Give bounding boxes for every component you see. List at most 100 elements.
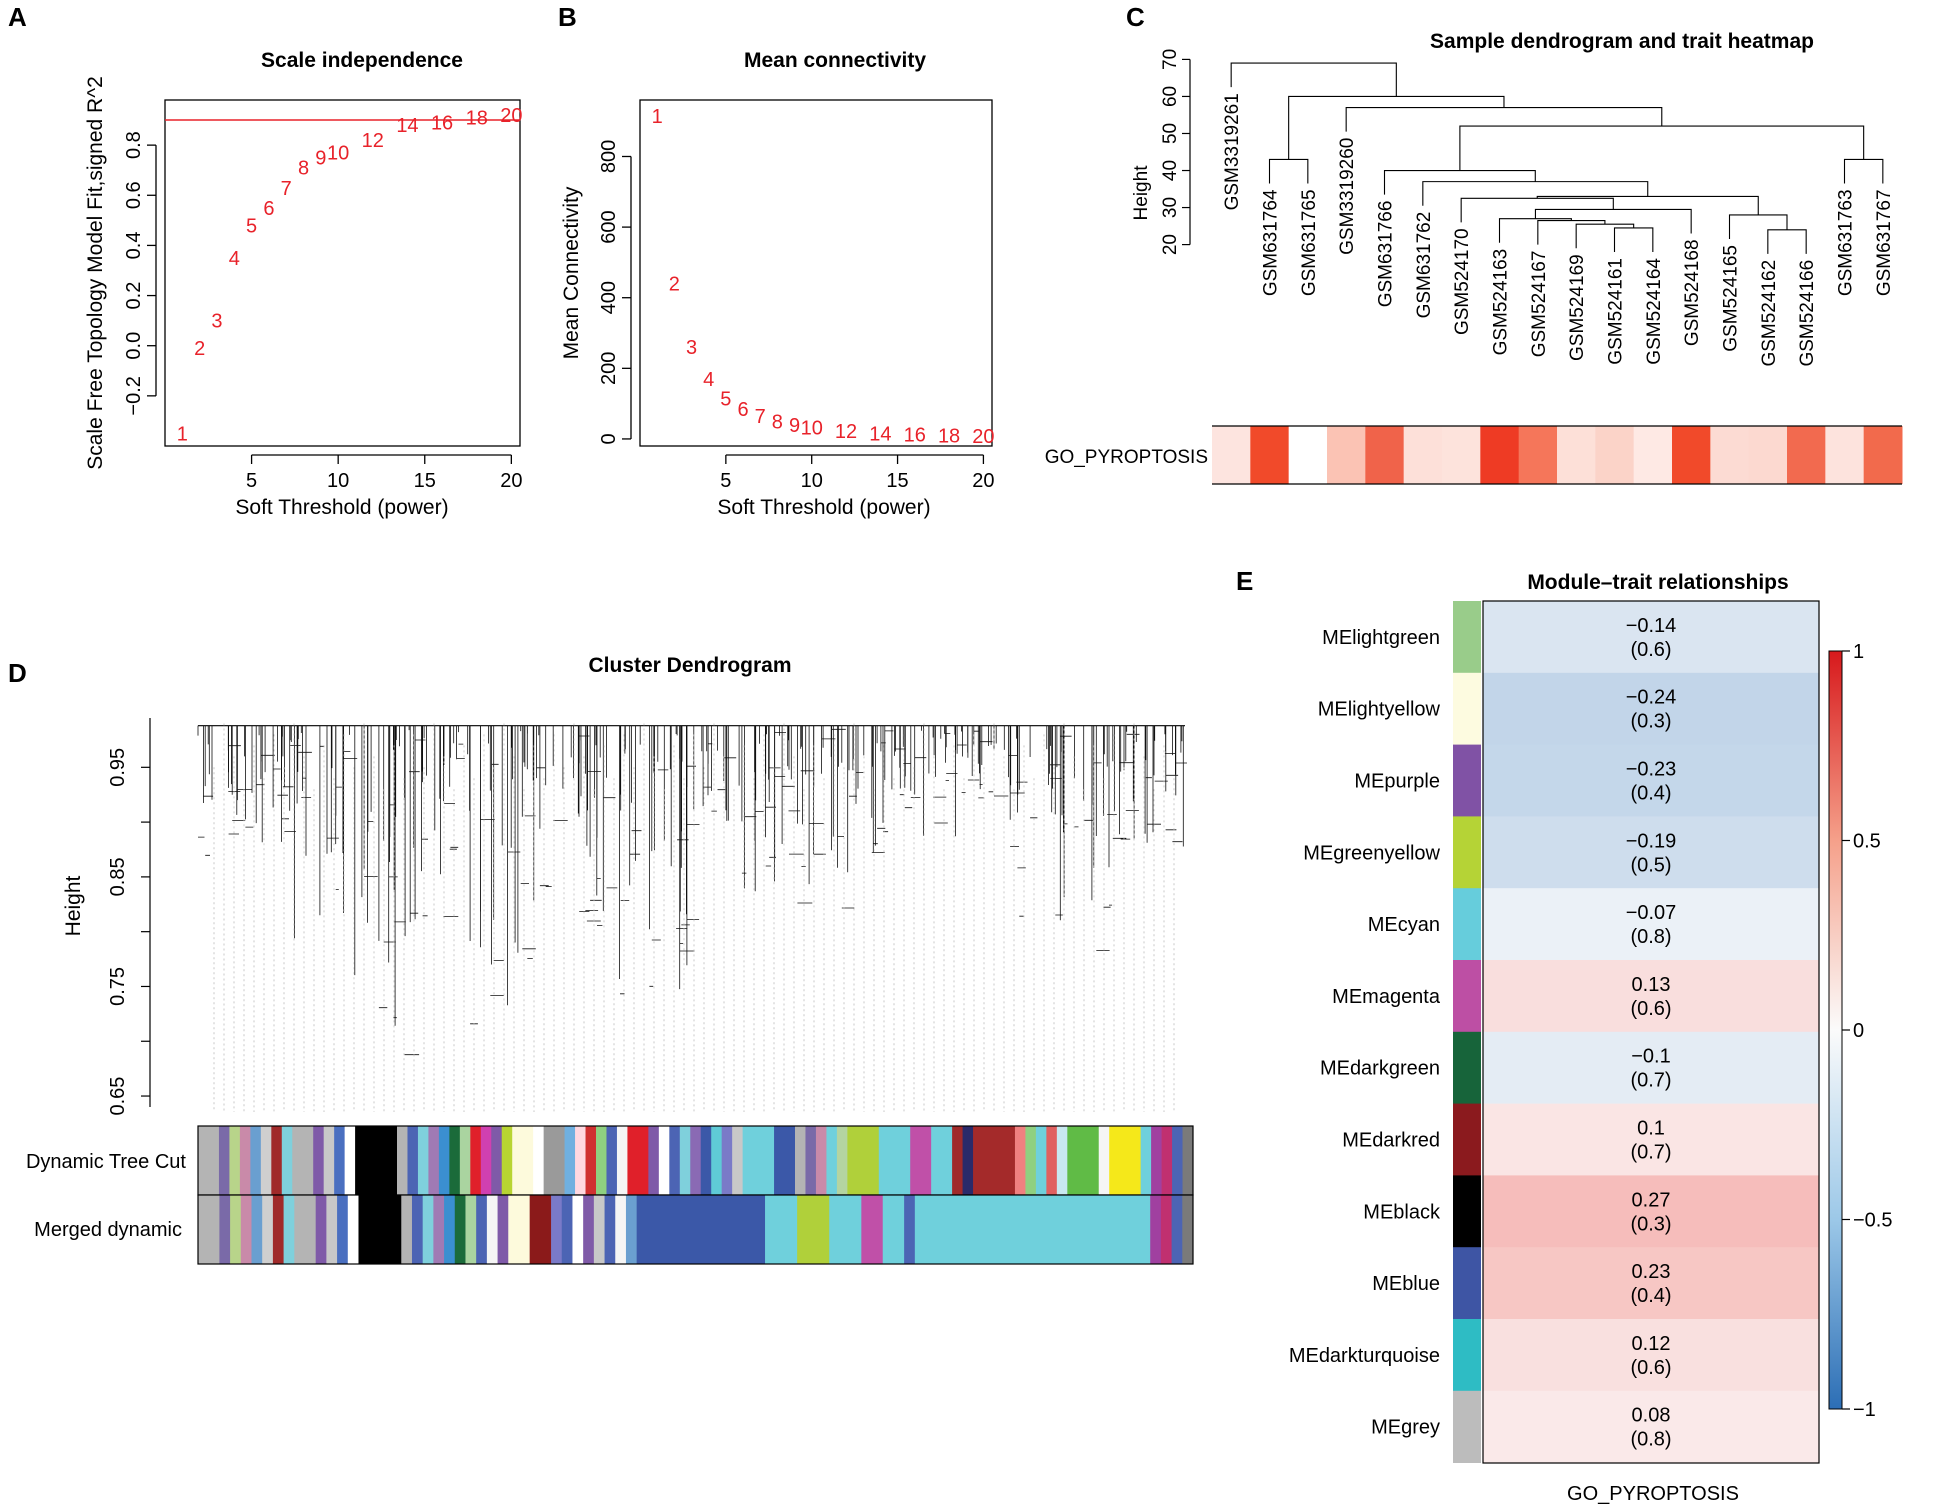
point-label-5: 5: [246, 215, 257, 237]
module-color-segment: [529, 1195, 552, 1264]
module-color-segment: [476, 1195, 488, 1264]
x-tick-label: 15: [414, 470, 436, 492]
dendrogram-cluster: [409, 725, 470, 923]
module-swatch-MEpurple: [1453, 744, 1481, 817]
p-value: (0.6): [1630, 1357, 1671, 1379]
heat-cell-MEgreenyellow: [1483, 816, 1819, 889]
module-color-segment: [459, 1126, 471, 1195]
module-label: MEblack: [1363, 1201, 1441, 1223]
point-label-10: 10: [801, 418, 823, 440]
panel-e-x-label: GO_PYROPTOSIS: [1567, 1483, 1739, 1505]
module-color-segment: [1025, 1126, 1037, 1195]
module-label: MEmagenta: [1332, 986, 1441, 1008]
panel-b-y-label: Mean Connectivity: [560, 186, 583, 359]
trait-cell: [1748, 426, 1788, 484]
module-color-segment: [847, 1126, 880, 1195]
module-label: MEblue: [1372, 1273, 1440, 1295]
dendrogram-cluster: [800, 725, 857, 909]
trait-cell: [1672, 426, 1711, 484]
panel-d-y-label: Height: [62, 875, 85, 936]
trait-cell: [1825, 426, 1865, 484]
module-color-segment: [323, 1126, 335, 1195]
panel-e-colorbar-ticks: 1 0.5 0 −0.5 −1: [1842, 641, 1892, 1421]
module-color-segment: [449, 1126, 461, 1195]
module-color-segment: [700, 1126, 712, 1195]
p-value: (0.5): [1630, 854, 1671, 876]
module-color-segment: [344, 1126, 356, 1195]
module-color-segment: [355, 1126, 398, 1195]
corr-value: 0.12: [1632, 1333, 1671, 1355]
p-value: (0.8): [1630, 1429, 1671, 1451]
module-color-segment: [198, 1126, 220, 1195]
module-color-segment: [1182, 1126, 1194, 1195]
module-label: MEdarkgreen: [1320, 1058, 1440, 1080]
sample-label: GSM631764: [1261, 189, 1282, 296]
module-swatch-MElightgreen: [1453, 601, 1481, 674]
module-color-segment: [593, 1195, 605, 1264]
corr-value: 0.08: [1632, 1405, 1671, 1427]
dendrogram-cluster: [197, 725, 296, 856]
module-swatch-MEdarkturquoise: [1453, 1319, 1481, 1392]
module-color-segment: [218, 1126, 230, 1195]
panel-c-sample-dendrogram: Sample dendrogram and trait heatmap 20 30…: [1045, 30, 1903, 485]
module-label: MEgreenyellow: [1303, 842, 1440, 864]
heat-cell-MEdarkturquoise: [1483, 1319, 1819, 1392]
panel-e-heatmap: MElightgreen−0.14(0.6)MElightyellow−0.24…: [1289, 601, 1819, 1463]
module-swatch-MEcyan: [1453, 888, 1481, 961]
dendrogram-cluster: [1009, 725, 1063, 917]
colorbar-tick-label: −1: [1853, 1399, 1876, 1421]
panel-e-title: Module–trait relationships: [1527, 571, 1788, 594]
heat-cell-MEdarkgreen: [1483, 1031, 1819, 1104]
y-tick-label: 0.6: [123, 181, 145, 209]
panel-a-y-label: Scale Free Topology Model Fit,signed R^2: [84, 76, 107, 470]
panel-d-y-axis: 0.65 0.75 0.85 0.95: [107, 718, 151, 1116]
module-color-segment: [1150, 1195, 1162, 1264]
colorbar-tick-label: 1: [1853, 641, 1864, 663]
point-label-10: 10: [327, 143, 349, 165]
panel-d-cluster-dendrogram: Cluster Dendrogram 0.65 0.75 0.85 0.95 Heig…: [26, 654, 1194, 1265]
p-value: (0.6): [1630, 998, 1671, 1020]
module-color-segment: [1172, 1126, 1183, 1195]
y-tick-label: 400: [598, 281, 620, 314]
x-tick-label: 5: [246, 470, 257, 492]
module-color-segment: [444, 1195, 456, 1264]
panel-d-dendrogram: [197, 723, 1187, 1112]
module-color-segment: [583, 1195, 595, 1264]
dendrogram-cluster: [532, 725, 603, 926]
module-color-segment: [230, 1195, 242, 1264]
dendrogram-branch: [1422, 181, 1649, 206]
module-label: MElightyellow: [1318, 699, 1441, 721]
heat-cell-MEblack: [1483, 1175, 1819, 1248]
module-color-segment: [438, 1126, 450, 1195]
module-label: MEgrey: [1371, 1417, 1440, 1439]
trait-cell: [1403, 426, 1443, 484]
module-color-segment: [1035, 1126, 1047, 1195]
dendrogram-branch: [1843, 158, 1884, 184]
panel-letter-d: D: [8, 658, 27, 688]
trait-cell: [1327, 426, 1366, 484]
module-color-segment: [251, 1195, 263, 1264]
module-color-segment: [533, 1126, 545, 1195]
module-color-segment: [480, 1126, 492, 1195]
y-tick-label: 0.0: [123, 332, 145, 360]
sample-label: GSM631763: [1836, 189, 1857, 296]
point-label-7: 7: [281, 178, 292, 200]
trait-cell: [1518, 426, 1558, 484]
dendrogram-branch: [1728, 214, 1788, 240]
dendrogram-cluster: [723, 725, 813, 904]
module-color-segment: [636, 1195, 766, 1264]
panel-b-x-label: Soft Threshold (power): [717, 496, 930, 519]
sample-label: GSM524170: [1452, 228, 1473, 335]
point-label-5: 5: [720, 388, 731, 410]
x-tick-label: 20: [500, 470, 522, 492]
module-color-segment: [795, 1126, 806, 1195]
module-swatch-MEgreenyellow: [1453, 816, 1481, 889]
module-color-segment: [952, 1126, 963, 1195]
panel-a-plot-frame: [164, 99, 521, 447]
point-label-20: 20: [500, 105, 522, 127]
y-tick-label: 0.2: [123, 282, 145, 310]
dendrogram-cluster: [599, 725, 700, 995]
sample-label: GSM524164: [1644, 258, 1665, 365]
p-value: (0.4): [1630, 1285, 1671, 1307]
module-color-segment: [914, 1195, 1151, 1264]
